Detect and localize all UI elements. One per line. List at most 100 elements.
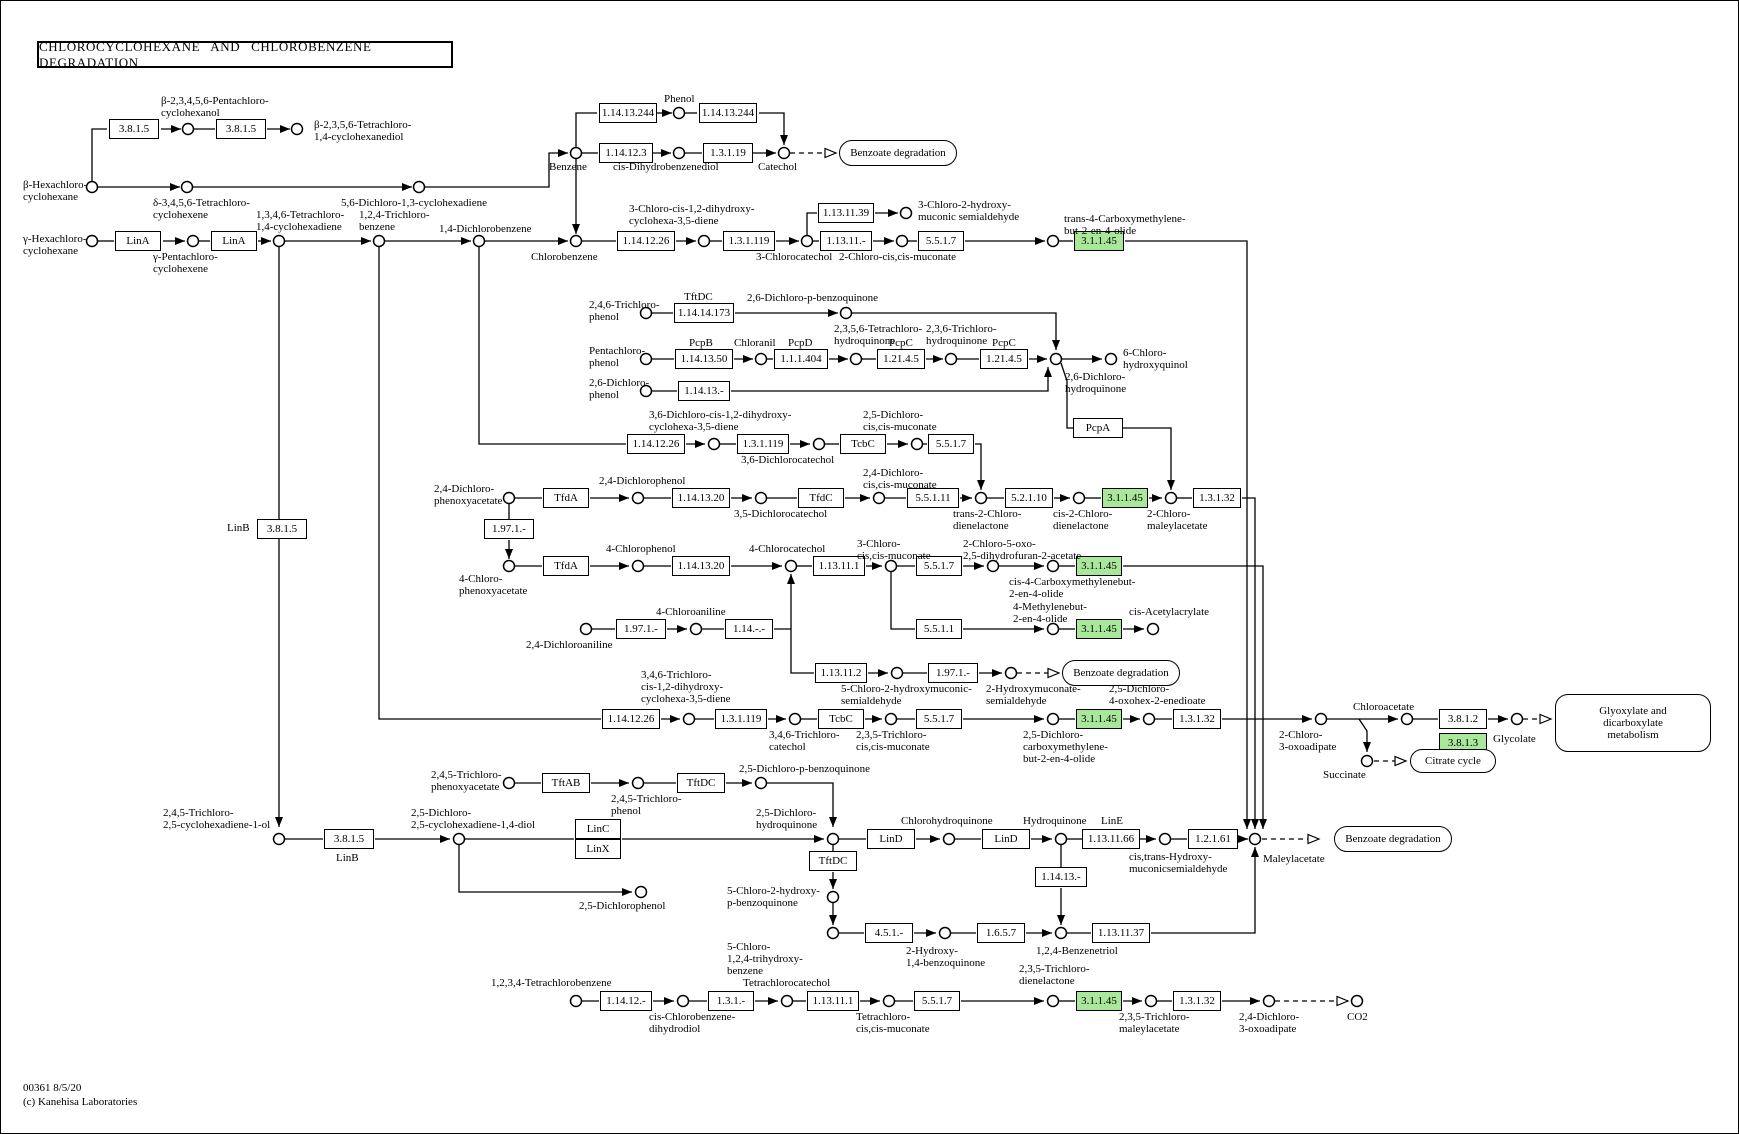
compound-circle-cis-acetylacrylate[interactable] bbox=[1146, 622, 1160, 636]
enzyme-box-1-14-12-26-8[interactable]: 1.14.12.26 bbox=[617, 231, 675, 251]
compound-circle-2-3-5-trichloro-cis-cis-muconate[interactable] bbox=[884, 712, 898, 726]
enzyme-box-3-8-1-5-1[interactable]: 3.8.1.5 bbox=[216, 119, 266, 139]
compound-circle-1-2-4-benzenetriol[interactable] bbox=[1054, 926, 1068, 940]
enzyme-box-3-8-1-5-55[interactable]: 3.8.1.5 bbox=[324, 829, 374, 849]
enzyme-box-3-1-1-45-13[interactable]: 3.1.1.45 bbox=[1074, 231, 1124, 251]
compound-circle-2-5-dichlorophenol[interactable] bbox=[634, 885, 648, 899]
enzyme-box-5-5-1-1-41[interactable]: 5.5.1.1 bbox=[916, 619, 962, 639]
enzyme-box-lind-58[interactable]: LinD bbox=[867, 829, 915, 849]
compound-circle-2-5-dichloro-carboxymethylenebutenolide[interactable] bbox=[1046, 712, 1060, 726]
compound-circle-cis-chlorobenzene-dihydrodiol[interactable] bbox=[676, 994, 690, 1008]
compound-circle-2-4-5-trichlorophenoxyacetate[interactable] bbox=[502, 776, 516, 790]
pathway-link-benzoate-degradation[interactable]: Benzoate degradation bbox=[1062, 660, 1180, 686]
compound-circle-3-6-dichloro-dihydroxy-cyclohexadiene[interactable] bbox=[707, 437, 721, 451]
enzyme-box-5-5-1-7-24[interactable]: 5.5.1.7 bbox=[928, 434, 974, 454]
compound-circle-5-6-dichloro-1-3-cyclohexadiene[interactable] bbox=[412, 180, 426, 194]
compound-circle-4-chlorophenol[interactable] bbox=[631, 559, 645, 573]
enzyme-box-1-14-12-3-4[interactable]: 1.14.12.3 bbox=[599, 143, 653, 163]
compound-circle-2-5-dichloro-cis-cis-muconate[interactable] bbox=[910, 437, 924, 451]
enzyme-box-tfdc-28[interactable]: TfdC bbox=[798, 488, 844, 508]
compound-circle-gamma-pentachlorocyclohexene[interactable] bbox=[186, 234, 200, 248]
compound-circle-2-4-dichlorophenoxyacetate[interactable] bbox=[502, 491, 516, 505]
enzyme-box-1-13-11-37-66[interactable]: 1.13.11.37 bbox=[1092, 923, 1150, 943]
enzyme-box-4-5-1-64[interactable]: 4.5.1.- bbox=[865, 923, 913, 943]
compound-circle-3-4-6-trichlorocatechol[interactable] bbox=[788, 712, 802, 726]
enzyme-box-1-13-11-11[interactable]: 1.13.11.- bbox=[820, 231, 872, 251]
compound-circle-benzene[interactable] bbox=[569, 146, 583, 160]
enzyme-box-1-13-11-39-10[interactable]: 1.13.11.39 bbox=[818, 203, 874, 223]
enzyme-box-tcbc-23[interactable]: TcbC bbox=[840, 434, 886, 454]
compound-circle-1-2-4-trichlorobenzene[interactable] bbox=[372, 234, 386, 248]
enzyme-box-1-3-1-119-46[interactable]: 1.3.1.119 bbox=[715, 709, 767, 729]
compound-circle-chloroacetate[interactable] bbox=[1400, 712, 1414, 726]
compound-circle-2-4-dichlorophenol[interactable] bbox=[631, 491, 645, 505]
compound-circle-pentachlorophenol[interactable] bbox=[639, 352, 653, 366]
enzyme-box-linx-57[interactable]: LinX bbox=[575, 839, 621, 859]
compound-circle-2-chloro-5-oxo-dihydrofuran-acetate[interactable] bbox=[986, 559, 1000, 573]
enzyme-box-3-1-1-45-49[interactable]: 3.1.1.45 bbox=[1076, 709, 1122, 729]
pathway-link-benzoate-degradation[interactable]: Benzoate degradation bbox=[839, 140, 957, 166]
compound-circle-trans-2-chloro-dienelactone[interactable] bbox=[974, 491, 988, 505]
compound-circle-2-5-dichloro-4-oxohex-2-enedioate[interactable] bbox=[1142, 712, 1156, 726]
compound-circle-maleylacetate[interactable] bbox=[1248, 832, 1262, 846]
compound-circle-cis-4-carboxymethylenebutenolide[interactable] bbox=[1046, 559, 1060, 573]
enzyme-box-tfda-34[interactable]: TfdA bbox=[543, 556, 589, 576]
enzyme-box-1-14-13-20-27[interactable]: 1.14.13.20 bbox=[672, 488, 730, 508]
enzyme-box-1-14-14-173-14[interactable]: 1.14.14.173 bbox=[674, 303, 734, 323]
compound-circle-chloranil[interactable] bbox=[754, 352, 768, 366]
enzyme-box-5-5-1-7-12[interactable]: 5.5.1.7 bbox=[918, 231, 964, 251]
compound-circle-hydroquinone[interactable] bbox=[1054, 832, 1068, 846]
enzyme-box-1-13-11-1-36[interactable]: 1.13.11.1 bbox=[813, 556, 865, 576]
pathway-link-citrate-cycle[interactable]: Citrate cycle bbox=[1410, 749, 1496, 773]
enzyme-box-1-3-1-119-9[interactable]: 1.3.1.119 bbox=[723, 231, 775, 251]
compound-circle-trichloro-dihydroxy-cyclohexadiene[interactable] bbox=[682, 712, 696, 726]
compound-circle-cis-trans-hydroxymuconicsemialdehyde[interactable] bbox=[1158, 832, 1172, 846]
compound-circle-1-4-dichlorobenzene[interactable] bbox=[472, 234, 486, 248]
compound-circle-4-chlorophenoxyacetate[interactable] bbox=[502, 559, 516, 573]
enzyme-box-1-14-13-19[interactable]: 1.14.13.- bbox=[678, 381, 730, 401]
enzyme-box-linc-56[interactable]: LinC bbox=[575, 819, 621, 839]
enzyme-box-pcpa-20[interactable]: PcpA bbox=[1073, 418, 1123, 438]
enzyme-box-1-13-11-1-69[interactable]: 1.13.11.1 bbox=[807, 991, 859, 1011]
enzyme-box-3-1-1-45-42[interactable]: 3.1.1.45 bbox=[1076, 619, 1122, 639]
compound-circle-beta-tetrachloro-cyclohexanediol[interactable] bbox=[290, 122, 304, 136]
compound-circle-2-4-5-trichloro-cyclohexadien-1-ol[interactable] bbox=[272, 832, 286, 846]
enzyme-box-1-1-1-404-16[interactable]: 1.1.1.404 bbox=[774, 349, 828, 369]
compound-circle-2-4-dichloro-3-oxoadipate[interactable] bbox=[1262, 994, 1276, 1008]
compound-circle-2-4-6-trichlorophenol[interactable] bbox=[639, 306, 653, 320]
compound-circle-3-chloro-dihydroxy-cyclohexadiene[interactable] bbox=[697, 234, 711, 248]
compound-circle-2-6-dichloro-p-benzoquinone[interactable] bbox=[839, 306, 853, 320]
enzyme-box-lina-6[interactable]: LinA bbox=[115, 231, 161, 251]
enzyme-box-tftab-53[interactable]: TftAB bbox=[542, 773, 590, 793]
compound-circle-2-4-5-trichlorophenol[interactable] bbox=[631, 776, 645, 790]
compound-circle-catechol[interactable] bbox=[777, 146, 791, 160]
compound-circle-5-chloro-2-hydroxy-p-benzoquinone[interactable] bbox=[826, 890, 840, 904]
compound-circle-tetrachlorohydroquinone[interactable] bbox=[849, 352, 863, 366]
enzyme-box-1-13-11-66-60[interactable]: 1.13.11.66 bbox=[1082, 829, 1140, 849]
compound-circle-2-5-dichlorohydroquinone[interactable] bbox=[826, 832, 840, 846]
compound-circle-succinate[interactable] bbox=[1360, 754, 1374, 768]
compound-circle-tetrachlorocatechol[interactable] bbox=[780, 994, 794, 1008]
pathway-link-benzoate-degradation[interactable]: Benzoate degradation bbox=[1334, 826, 1452, 852]
enzyme-box-1-3-1-119-22[interactable]: 1.3.1.119 bbox=[737, 434, 789, 454]
enzyme-box-1-21-4-5-18[interactable]: 1.21.4.5 bbox=[980, 349, 1028, 369]
compound-circle-tetrachloro-cis-cis-muconate[interactable] bbox=[882, 994, 896, 1008]
compound-circle-2-3-6-trichlorohydroquinone[interactable] bbox=[944, 352, 958, 366]
compound-circle-1-2-3-4-tetrachlorobenzene[interactable] bbox=[569, 994, 583, 1008]
compound-circle-gamma-hexachlorocyclohexane[interactable] bbox=[85, 234, 99, 248]
enzyme-box-1-3-1-32-50[interactable]: 1.3.1.32 bbox=[1173, 709, 1221, 729]
compound-circle-beta-hexachlorocyclohexane[interactable] bbox=[85, 180, 99, 194]
enzyme-box-1-97-1-39[interactable]: 1.97.1.- bbox=[616, 619, 666, 639]
compound-circle-glycolate[interactable] bbox=[1510, 712, 1524, 726]
compound-circle-5-chloro-2-hydroxymuconic-semialdehyde[interactable] bbox=[890, 666, 904, 680]
compound-circle-2-4-dichloroaniline[interactable] bbox=[579, 622, 593, 636]
enzyme-box-tftdc-62[interactable]: TftDC bbox=[809, 851, 857, 871]
enzyme-box-1-14-12-67[interactable]: 1.14.12.- bbox=[600, 991, 652, 1011]
compound-circle-2-6-dichlorohydroquinone[interactable] bbox=[1049, 352, 1063, 366]
enzyme-box-5-5-1-7-70[interactable]: 5.5.1.7 bbox=[914, 991, 960, 1011]
compound-circle-6-chlorohydroxyquinol[interactable] bbox=[1104, 352, 1118, 366]
enzyme-box-5-5-1-7-37[interactable]: 5.5.1.7 bbox=[916, 556, 962, 576]
compound-circle-cis-dihydrobenzenediol[interactable] bbox=[672, 146, 686, 160]
enzyme-box-1-3-1-32-72[interactable]: 1.3.1.32 bbox=[1173, 991, 1221, 1011]
compound-circle-2-4-dichloro-cis-cis-muconate[interactable] bbox=[872, 491, 886, 505]
